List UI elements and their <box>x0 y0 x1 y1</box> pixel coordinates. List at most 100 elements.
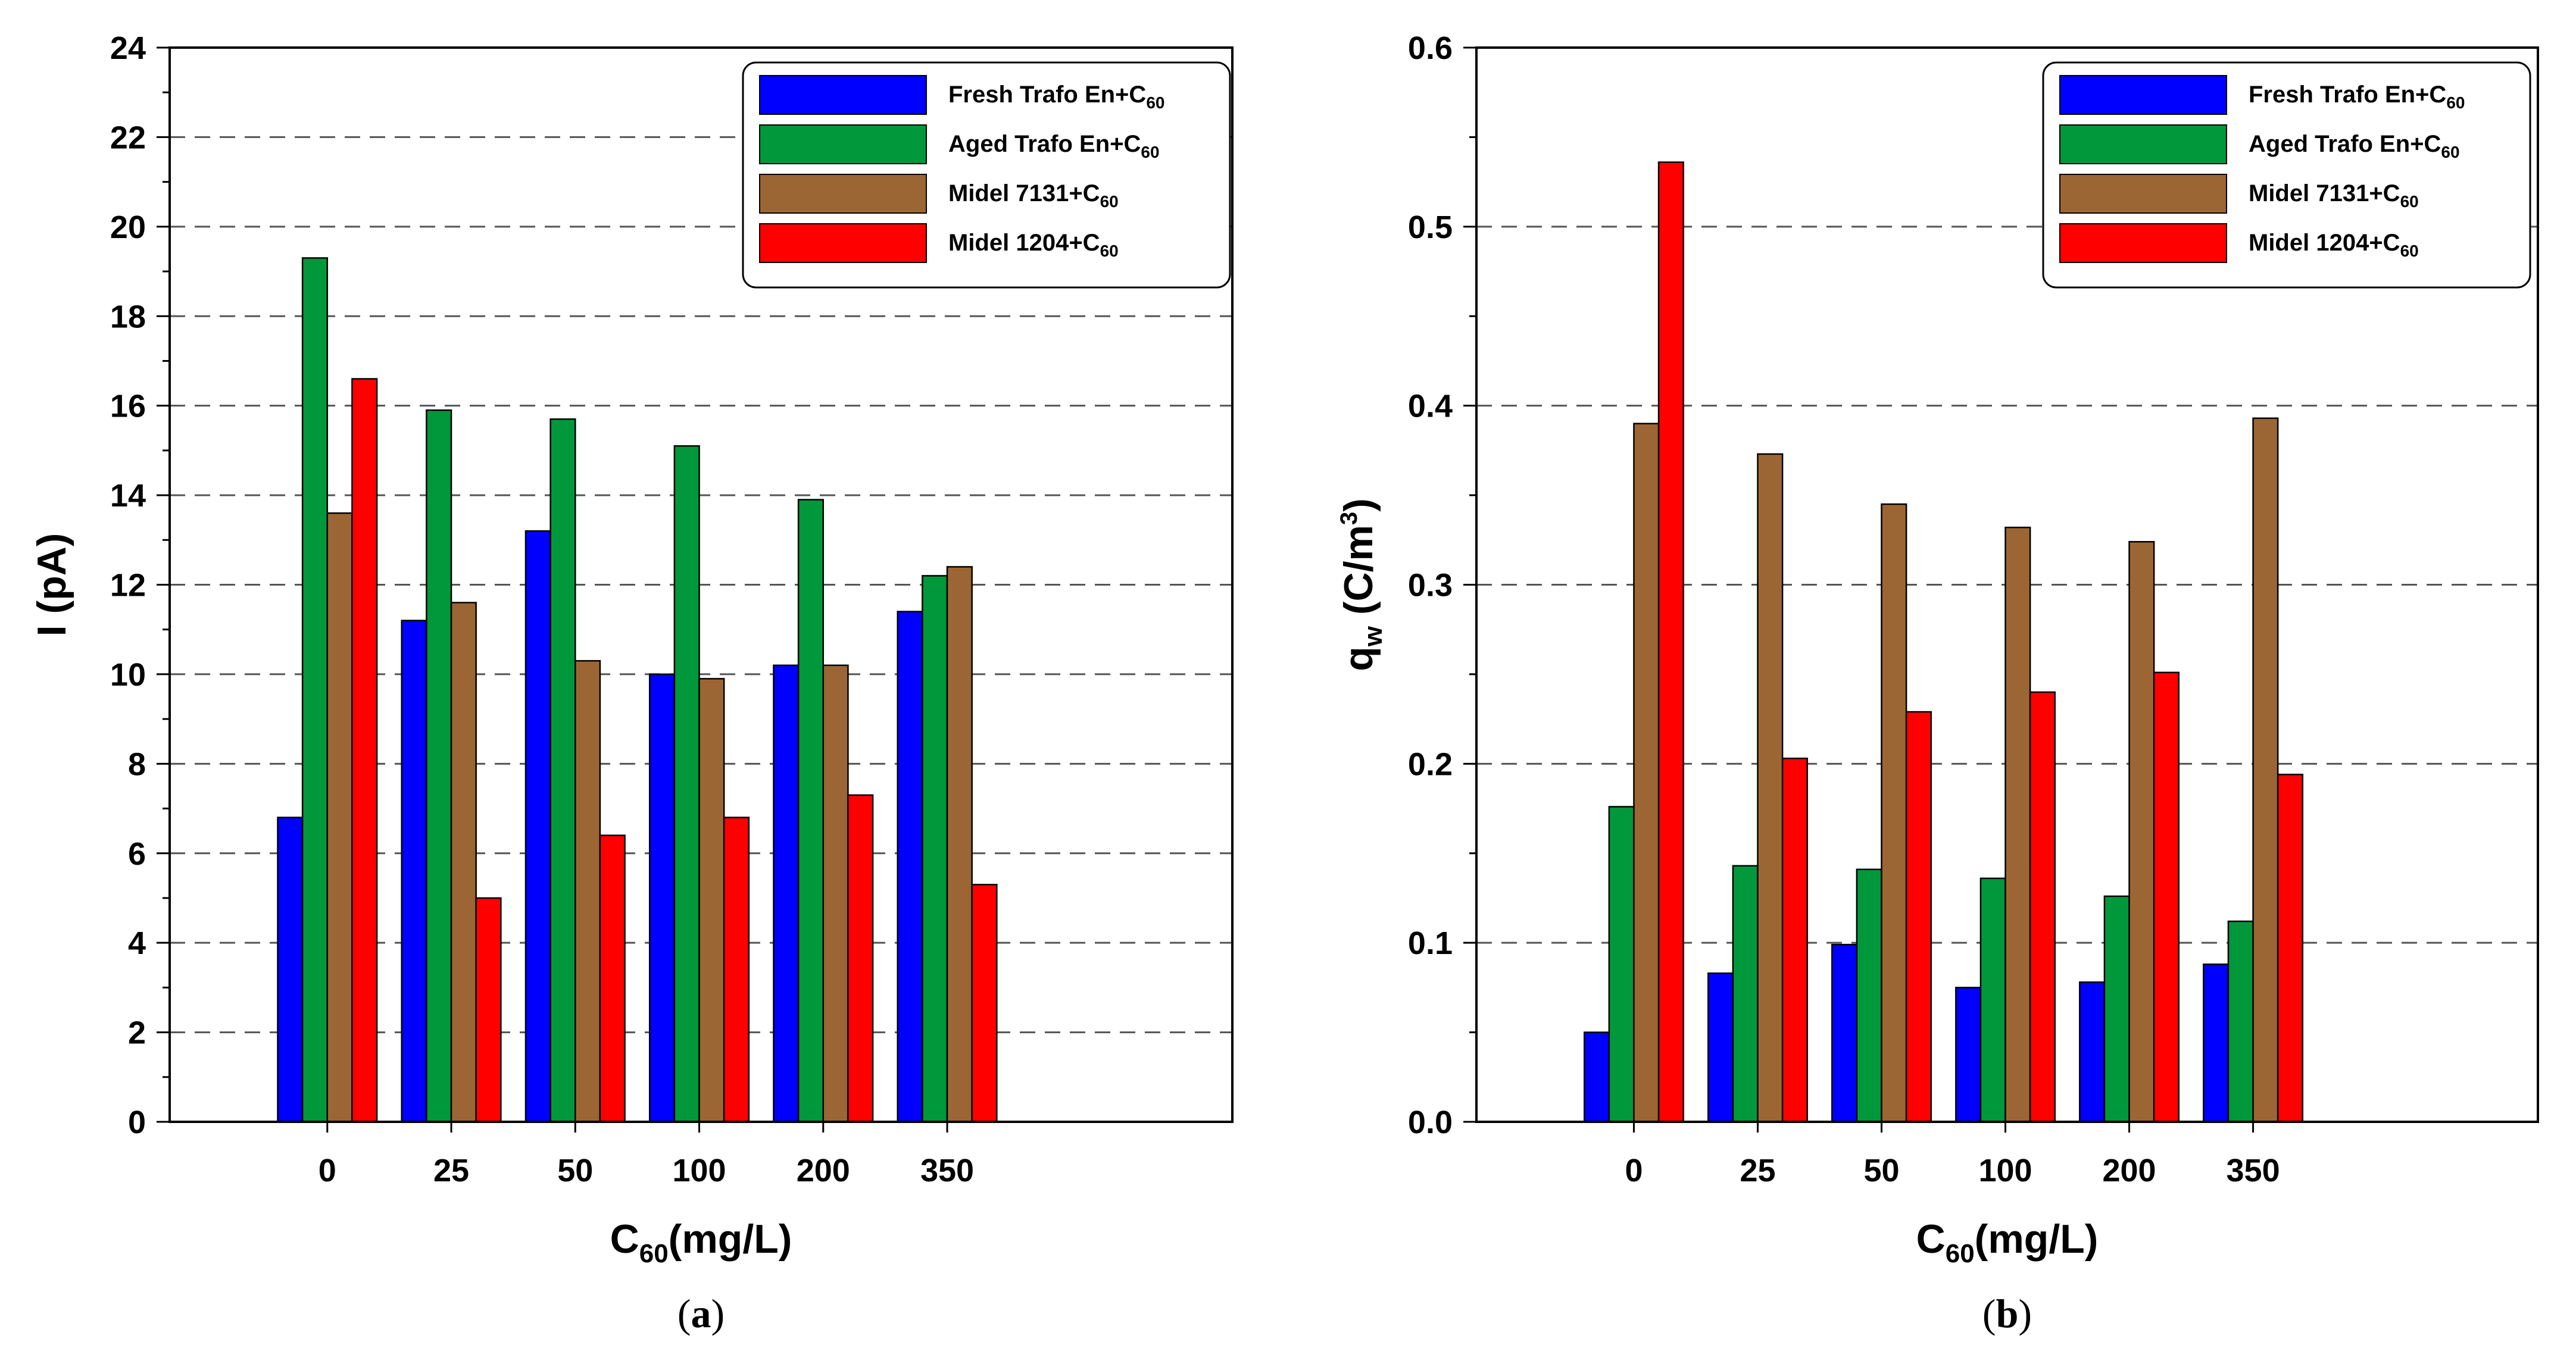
bar <box>673 445 700 1123</box>
legend-label-main: Aged Trafo En+C <box>948 131 1141 157</box>
bar <box>1881 503 1907 1123</box>
x-tick-label: 350 <box>920 1153 974 1188</box>
bar <box>773 664 800 1123</box>
bar <box>599 834 626 1123</box>
bar <box>1757 453 1784 1123</box>
legend-label: Midel 7131+C60 <box>948 180 1119 211</box>
bar <box>450 602 477 1123</box>
bar <box>401 620 427 1123</box>
legend-label: Aged Trafo En+C60 <box>2249 131 2460 161</box>
y-tick-label: 4 <box>128 925 146 961</box>
legend-swatch <box>2059 174 2227 214</box>
bar <box>277 817 304 1123</box>
legend-label-sub: 60 <box>2400 192 2419 211</box>
legend-label: Midel 1204+C60 <box>948 230 1119 260</box>
x-tick-label: 100 <box>672 1153 726 1188</box>
legend-label-main: Midel 7131+C <box>948 180 1100 207</box>
caption-close: ) <box>711 1291 725 1336</box>
bar <box>1831 943 1858 1123</box>
caption-letter: b <box>1996 1291 2019 1336</box>
bar <box>1856 868 1882 1123</box>
x-axis-title: C60(mg/L) <box>1916 1216 2099 1268</box>
legend-label: Fresh Trafo En+C60 <box>948 82 1164 112</box>
y-tick-label: 18 <box>110 299 146 334</box>
y-tick-label: 2 <box>128 1015 146 1051</box>
legend-label-sub: 60 <box>1146 93 1164 112</box>
legend-label: Aged Trafo En+C60 <box>948 131 1160 161</box>
legend-label-main: Midel 1204+C <box>948 230 1100 256</box>
caption-open: ( <box>1982 1291 1996 1336</box>
legend-swatch <box>2059 75 2227 115</box>
bar <box>847 794 874 1123</box>
bar <box>1608 806 1635 1123</box>
x-axis-title-main: C <box>610 1216 639 1262</box>
bar <box>524 530 551 1123</box>
bar <box>1707 972 1734 1123</box>
y-axis-title-rest: (C/m <box>1336 525 1381 626</box>
legend-swatch <box>759 174 927 214</box>
bar <box>1633 423 1660 1123</box>
y-tick-label: 0.2 <box>1408 746 1453 782</box>
bar <box>946 566 973 1123</box>
bar <box>971 884 998 1123</box>
x-tick-label: 200 <box>797 1153 850 1188</box>
plot-frame <box>168 46 1234 1123</box>
bar <box>2004 526 2031 1123</box>
bar <box>1979 877 2006 1123</box>
legend-label-sub: 60 <box>1100 192 1119 211</box>
bar <box>574 660 601 1123</box>
legend-label-sub: 60 <box>2446 93 2465 112</box>
x-tick-label: 50 <box>557 1153 593 1188</box>
caption-letter: a <box>691 1291 711 1336</box>
x-tick-label: 100 <box>1978 1153 2032 1188</box>
legend-swatch <box>2059 223 2227 263</box>
y-axis-title-close: ) <box>1336 498 1381 512</box>
bar <box>1657 161 1684 1123</box>
y-axis-title: qw (C/m3) <box>1336 498 1388 671</box>
legend-label-main: Fresh Trafo En+C <box>948 82 1146 108</box>
x-axis-title-rest: (mg/L) <box>669 1216 792 1262</box>
y-tick-label: 10 <box>110 657 146 693</box>
legend-swatch <box>759 223 927 263</box>
bar <box>723 817 750 1123</box>
y-tick-label: 22 <box>110 120 146 155</box>
y-tick-label: 0 <box>128 1105 146 1140</box>
bar <box>1781 758 1808 1123</box>
bar <box>2153 671 2180 1123</box>
bar <box>2103 895 2130 1123</box>
bar <box>648 673 676 1123</box>
bar <box>698 678 725 1123</box>
y-tick-label: 24 <box>110 30 146 66</box>
y-tick-label: 16 <box>110 389 146 424</box>
bar <box>326 512 353 1123</box>
bar <box>1905 711 1932 1123</box>
legend-label-main: Midel 1204+C <box>2249 230 2400 256</box>
plot-frame <box>1475 46 2539 1123</box>
bar <box>2203 964 2230 1123</box>
bar <box>897 611 923 1123</box>
bar <box>2227 920 2254 1123</box>
bar <box>2277 774 2304 1123</box>
legend-swatch <box>2059 124 2227 164</box>
y-tick-label: 14 <box>110 478 146 514</box>
legend-label-main: Midel 7131+C <box>2249 180 2400 207</box>
y-tick-label: 6 <box>128 836 146 872</box>
bar <box>301 257 329 1123</box>
panel-caption: (a) <box>677 1291 725 1336</box>
caption-close: ) <box>2018 1291 2032 1336</box>
legend-swatch <box>759 75 927 115</box>
bar <box>549 418 576 1123</box>
legend-swatch <box>759 124 927 164</box>
x-tick-label: 200 <box>2102 1153 2156 1188</box>
panel-caption: (b) <box>1982 1291 2032 1336</box>
x-tick-label: 50 <box>1863 1153 1899 1188</box>
y-tick-label: 20 <box>110 209 146 245</box>
y-axis-title-sub: w <box>1359 625 1388 647</box>
x-axis-title-rest: (mg/L) <box>1975 1216 2099 1262</box>
bar <box>1584 1031 1610 1123</box>
